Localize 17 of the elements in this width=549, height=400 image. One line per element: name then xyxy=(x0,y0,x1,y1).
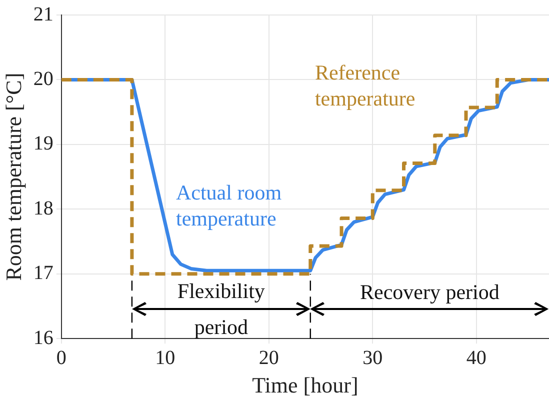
y-tick-label: 21 xyxy=(33,3,54,26)
annotation: Flexibility period xyxy=(177,278,266,339)
x-tick-label: 30 xyxy=(362,346,383,369)
y-tick-label: 17 xyxy=(33,262,54,284)
y-tick-label: 16 xyxy=(33,326,54,349)
x-tick-label: 20 xyxy=(258,346,279,369)
y-tick-label: 18 xyxy=(33,197,54,220)
annotation: Recovery period xyxy=(360,280,500,304)
x-tick-label: 40 xyxy=(466,346,486,369)
series-label: Reference temperature xyxy=(314,60,416,111)
x-tick-label: 10 xyxy=(155,346,176,369)
y-tick-label: 20 xyxy=(33,68,54,90)
series-label: Actual room temperature xyxy=(176,180,282,230)
y-tick-label: 19 xyxy=(33,132,54,155)
x-axis-title: Time [hour] xyxy=(252,372,358,398)
y-axis-title: Room temperature [°C] xyxy=(0,72,26,281)
x-tick-label: 0 xyxy=(56,346,66,369)
